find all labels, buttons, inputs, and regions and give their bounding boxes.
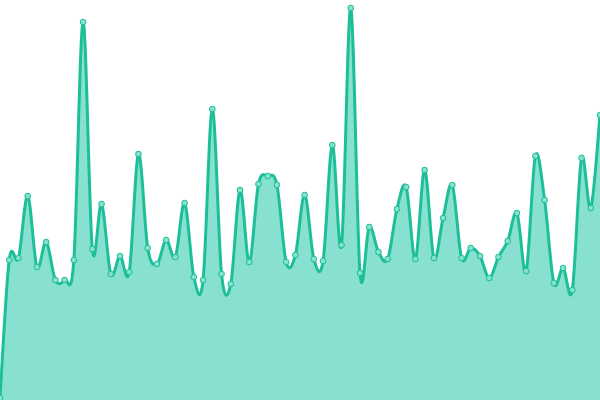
data-point <box>52 276 59 284</box>
data-point <box>0 394 4 400</box>
data-point <box>578 154 585 162</box>
data-point <box>393 205 401 213</box>
data-point <box>522 267 530 275</box>
data-point <box>135 150 142 158</box>
data-point <box>476 252 484 260</box>
data-point <box>24 192 31 200</box>
data-point <box>310 255 318 263</box>
data-point <box>402 183 410 191</box>
data-point <box>430 254 438 262</box>
data-point <box>79 18 87 26</box>
data-point <box>61 276 68 284</box>
data-point <box>292 251 299 259</box>
data-point <box>596 111 600 119</box>
data-point <box>421 166 428 174</box>
data-point <box>356 269 364 277</box>
data-point <box>15 254 22 262</box>
data-point <box>439 214 447 222</box>
data-point <box>107 270 115 278</box>
data-point <box>42 238 50 246</box>
data-point <box>227 280 235 288</box>
data-point <box>209 105 216 113</box>
data-point <box>365 223 373 231</box>
data-point <box>495 253 502 261</box>
data-point <box>181 199 188 207</box>
data-point <box>347 4 355 12</box>
data-point <box>449 181 456 189</box>
data-point <box>98 200 105 208</box>
data-point <box>273 181 281 189</box>
data-point <box>245 258 253 266</box>
data-point <box>172 253 179 261</box>
data-point <box>190 273 198 281</box>
data-point <box>412 255 419 263</box>
data-point <box>587 204 595 212</box>
data-point <box>5 256 13 264</box>
data-point <box>89 245 96 253</box>
data-point <box>70 256 78 264</box>
data-point <box>264 172 271 180</box>
data-point <box>541 196 548 204</box>
data-point <box>319 257 327 265</box>
data-point <box>458 254 465 262</box>
data-point <box>199 276 207 284</box>
data-point <box>125 268 133 276</box>
data-point <box>329 141 336 149</box>
data-point <box>532 152 539 160</box>
data-point <box>338 241 345 249</box>
data-point <box>485 274 493 282</box>
data-point <box>301 191 308 199</box>
data-point <box>236 186 244 194</box>
data-point <box>550 279 558 287</box>
data-point <box>255 180 262 188</box>
data-point <box>513 209 521 217</box>
data-point <box>282 258 290 266</box>
data-point <box>116 252 124 260</box>
data-point <box>504 237 511 245</box>
data-point <box>33 263 41 271</box>
data-point <box>384 255 391 263</box>
data-point <box>153 260 161 268</box>
area-fill <box>0 7 600 400</box>
data-point <box>375 248 382 256</box>
data-point <box>559 264 567 272</box>
data-point <box>162 236 170 244</box>
data-point <box>144 244 151 252</box>
data-point <box>218 270 225 278</box>
data-point <box>569 286 576 294</box>
data-point <box>467 244 475 252</box>
